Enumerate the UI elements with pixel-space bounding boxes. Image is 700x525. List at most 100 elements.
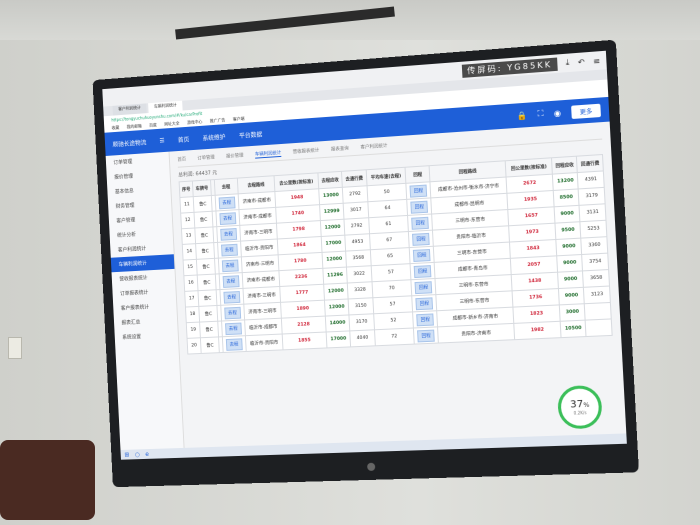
download-icon[interactable]: ⤓ (565, 57, 570, 68)
go-fee-value: 17000 (330, 336, 347, 343)
return-button[interactable]: 回程 (416, 312, 435, 326)
go-route-value: 济南市-成都市 (246, 276, 276, 284)
return-button[interactable]: 回程 (412, 248, 431, 262)
page-tab[interactable]: 客户利润统计 (360, 143, 388, 151)
top-nav-home[interactable]: 首页 (177, 136, 190, 144)
return-cell: 回程 (408, 230, 434, 248)
return-fee-value: 13200 (557, 178, 574, 185)
go-button[interactable]: 去程 (220, 243, 238, 256)
go-fee-value: 12000 (328, 304, 345, 311)
return-fee: 8500 (553, 188, 580, 207)
return-button[interactable]: 回程 (417, 329, 436, 342)
go-button[interactable]: 去程 (225, 337, 243, 351)
vehicle-profit-table: 序号 车牌号 去程 去程路线 去公里数(按标准) 去程应收 去通行费 平均车速(去程) 回程 回程… (178, 153, 613, 355)
search-icon[interactable]: ○ (134, 450, 140, 458)
page-tab[interactable]: 报价管理 (226, 153, 244, 160)
avg-speed-value: 70 (388, 286, 395, 292)
page-tab[interactable]: 订单管理 (197, 155, 215, 162)
page-tab[interactable]: 首页 (177, 157, 187, 163)
go-km-value: 1740 (291, 211, 305, 217)
avg-speed-value: 67 (386, 237, 393, 244)
go-button[interactable]: 去程 (222, 274, 240, 288)
go-button[interactable]: 去程 (219, 227, 237, 241)
row-number: 14 (182, 243, 197, 261)
return-fee-value: 9500 (561, 227, 575, 234)
return-fee-value: 9000 (562, 244, 576, 250)
fullscreen-icon[interactable]: ⛶ (537, 108, 544, 119)
return-toll: 5253 (580, 220, 607, 239)
plate-number: 鲁C (198, 305, 218, 323)
column-header: 回程应收 (551, 156, 578, 175)
total-profit-label: 总利润: (178, 171, 195, 179)
top-nav-system[interactable]: 系统维护 (202, 133, 226, 142)
go-button[interactable]: 去程 (218, 196, 236, 209)
return-fee: 13200 (552, 172, 579, 191)
return-button[interactable]: 回程 (411, 216, 430, 230)
avg-speed: 72 (374, 327, 415, 346)
go-button[interactable]: 去程 (221, 259, 239, 272)
go-button[interactable]: 去程 (224, 322, 242, 335)
plate-number: 鲁C (199, 321, 219, 338)
go-toll-value: 3568 (352, 255, 365, 262)
return-km-value: 2057 (527, 262, 541, 269)
return-toll: 3360 (581, 236, 608, 255)
column-header: 去通行费 (341, 169, 367, 188)
page-tab[interactable]: 车辆利润统计 (254, 149, 282, 159)
top-nav-platform[interactable]: 平台数据 (238, 130, 263, 140)
return-button[interactable]: 回程 (413, 264, 432, 278)
avg-speed-value: 50 (383, 189, 390, 196)
go-toll: 3022 (346, 265, 372, 284)
menu-icon[interactable]: ≡ (592, 55, 601, 66)
column-header: 回通行费 (576, 154, 604, 173)
undo-icon[interactable]: ↶ (577, 56, 585, 67)
page-tab[interactable]: 营收报表统计 (292, 148, 320, 156)
return-button[interactable]: 回程 (409, 184, 428, 198)
return-km-value: 1935 (523, 197, 538, 203)
return-button[interactable]: 回程 (412, 232, 431, 246)
gauge-unit: % (583, 401, 590, 410)
go-button[interactable]: 去程 (223, 290, 241, 304)
bookmark-item[interactable]: 收藏 (111, 124, 120, 131)
go-button[interactable]: 去程 (219, 211, 237, 225)
bookmark-item[interactable]: 客户端 (232, 115, 245, 122)
go-route-value: 济南市-三明市 (245, 261, 275, 268)
browser-icon[interactable]: e (145, 450, 150, 458)
avatar[interactable]: ◉ (553, 107, 562, 118)
bookmark-item[interactable]: 我的邮箱 (126, 123, 142, 130)
bookmark-item[interactable]: 推广广告 (209, 117, 226, 124)
go-cell: 去程 (221, 319, 246, 337)
go-cell: 去程 (222, 335, 246, 353)
go-toll-value: 3017 (349, 207, 362, 214)
windows-start-icon[interactable]: ⊞ (124, 451, 130, 459)
return-km-value: 1982 (530, 327, 545, 334)
menu-toggle-icon[interactable]: ☰ (159, 136, 165, 144)
go-km-value: 2236 (294, 274, 308, 281)
bookmark-item[interactable]: 游戏中心 (186, 118, 203, 125)
row-number-value: 15 (187, 264, 194, 271)
return-fee-value: 9000 (564, 293, 579, 299)
return-toll (584, 302, 612, 321)
plate-number: 鲁C (193, 211, 214, 228)
return-fee-value: 10500 (564, 325, 582, 332)
go-toll-value: 3170 (355, 319, 368, 326)
total-profit-value: 64437 (195, 170, 211, 178)
go-fee-value: 12000 (327, 288, 344, 295)
column-header: 车牌号 (192, 179, 212, 197)
return-button[interactable]: 回程 (415, 296, 434, 310)
row-number: 20 (187, 337, 202, 355)
go-button[interactable]: 去程 (223, 306, 242, 319)
bookmark-item[interactable]: 百度 (149, 122, 157, 128)
sidebar-item[interactable]: 系统设置 (122, 334, 142, 341)
go-cell: 去程 (216, 225, 241, 243)
go-toll-value: 3150 (354, 303, 367, 310)
return-button[interactable]: 回程 (414, 280, 433, 294)
more-button[interactable]: 更多 (571, 103, 601, 119)
return-route-value: 成都市-青岛市 (457, 265, 488, 273)
bookmark-item[interactable]: 网址大全 (164, 120, 180, 127)
page-tab[interactable]: 报表查询 (330, 146, 349, 153)
lock-icon[interactable]: 🔒 (516, 110, 528, 121)
column-header: 序号 (179, 180, 194, 198)
go-toll-value: 3022 (353, 271, 366, 278)
row-number: 15 (183, 259, 198, 276)
return-button[interactable]: 回程 (410, 200, 429, 214)
